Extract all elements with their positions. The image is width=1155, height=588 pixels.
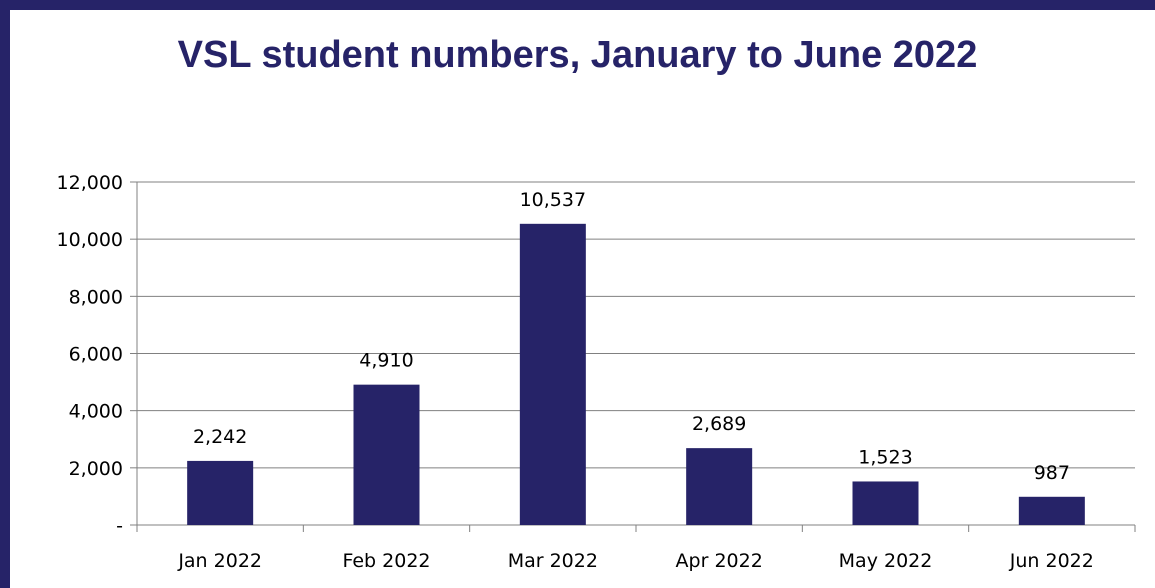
data-label: 2,689 — [692, 413, 746, 435]
data-label: 10,537 — [520, 189, 586, 211]
x-tick-label: Jun 2022 — [1009, 550, 1094, 572]
bar — [519, 223, 586, 525]
y-tick-label: 12,000 — [57, 172, 123, 194]
y-tick-label: 6,000 — [69, 344, 123, 366]
y-tick-label: 10,000 — [57, 229, 123, 251]
x-tick-label: Jan 2022 — [177, 550, 262, 572]
y-tick-label: 2,000 — [69, 458, 123, 480]
data-label: 4,910 — [359, 350, 413, 372]
y-tick-label: 4,000 — [69, 401, 123, 423]
bar — [1018, 496, 1085, 525]
x-tick-label: Mar 2022 — [508, 550, 598, 572]
bar — [852, 481, 919, 525]
data-label: 1,523 — [858, 446, 912, 468]
data-label: 2,242 — [193, 426, 247, 448]
data-label: 987 — [1034, 462, 1070, 484]
bar — [187, 460, 254, 525]
x-tick-label: Feb 2022 — [342, 550, 430, 572]
x-tick-label: May 2022 — [839, 550, 933, 572]
x-tick-label: Apr 2022 — [676, 550, 763, 572]
y-tick-label: - — [116, 515, 123, 537]
bar — [686, 448, 753, 525]
bar — [353, 384, 420, 525]
chart-title: VSL student numbers, January to June 202… — [177, 34, 978, 76]
y-tick-label: 8,000 — [69, 286, 123, 308]
